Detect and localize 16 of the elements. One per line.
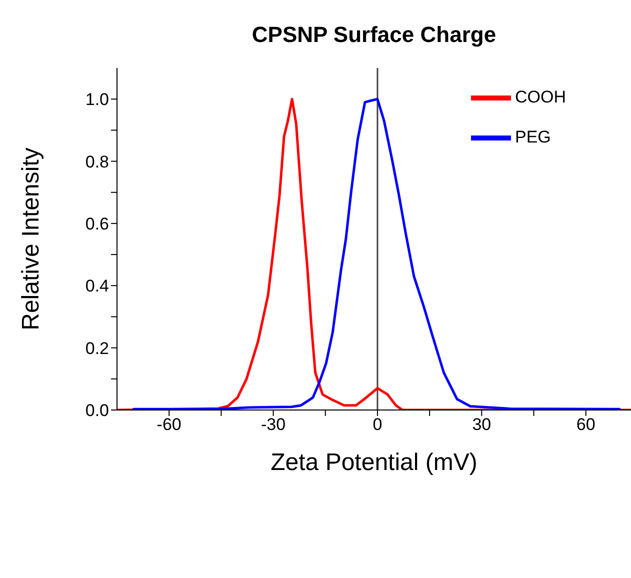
x-tick-label: 60 (576, 415, 596, 434)
x-axis-title: Zeta Potential (mV) (270, 449, 478, 476)
x-tick-label: 0 (372, 415, 382, 434)
x-tick-label: 30 (472, 415, 492, 434)
y-tick-label: 0.0 (85, 401, 109, 420)
y-tick-label: 0.8 (85, 152, 109, 172)
y-tick-label: 0.2 (85, 338, 109, 358)
legend-label: COOH (515, 87, 566, 106)
y-tick-label: 1.0 (85, 90, 109, 110)
y-axis-title: Relative Intensity (18, 148, 45, 330)
y-tick-label: 0.6 (85, 214, 109, 234)
chart-title: CPSNP Surface Charge (250, 22, 498, 48)
x-tick-label: -60 (156, 415, 182, 434)
x-tick-label: -30 (260, 415, 286, 434)
legend-label: PEG (515, 127, 551, 146)
y-tick-label: 0.4 (85, 276, 109, 296)
